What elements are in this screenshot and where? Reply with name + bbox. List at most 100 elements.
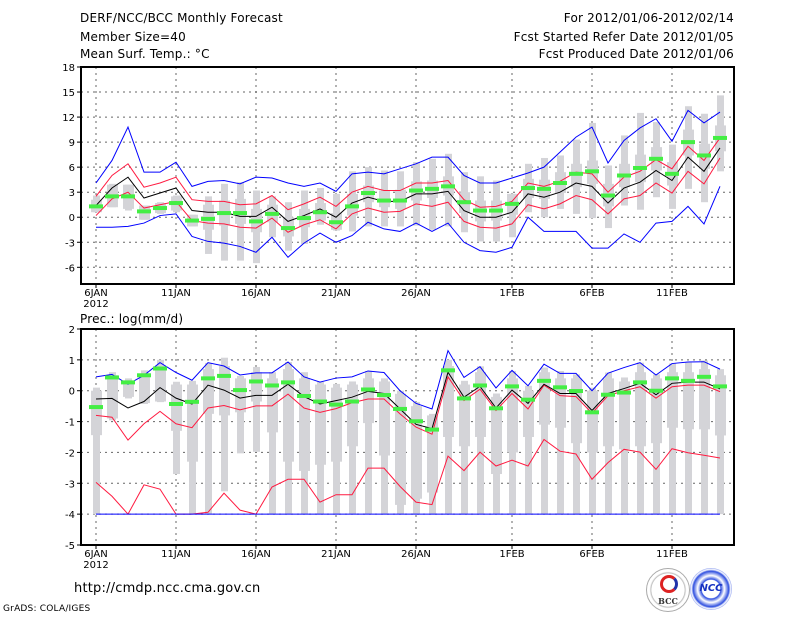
spread-whisker: [573, 374, 580, 515]
observed-marker: [377, 198, 391, 203]
spread-whisker: [349, 381, 356, 515]
observed-marker: [185, 399, 199, 404]
bcc-logo-text: BCC: [658, 596, 678, 606]
bcc-logo: BCC: [646, 568, 690, 612]
spread-box: [283, 369, 294, 462]
spread-whisker: [221, 357, 228, 492]
plot-frame: [80, 328, 735, 546]
spread-whisker: [557, 370, 564, 515]
y-tick-label: -6: [65, 263, 75, 274]
x-tick-label: 26JAN: [401, 549, 431, 560]
observed-marker: [137, 373, 151, 378]
y-tick-label: 0: [69, 387, 75, 398]
series-line-mean: [95, 370, 721, 430]
observed-marker: [441, 184, 455, 189]
y-tick-label: -5: [65, 541, 75, 552]
spread-whisker: [669, 363, 676, 515]
spread-whisker: [701, 360, 708, 515]
spread-box: [603, 378, 614, 447]
observed-marker: [361, 191, 375, 196]
produced-date: Fcst Produced Date 2012/01/06: [538, 47, 734, 61]
ncc-logo: NCC: [690, 568, 732, 610]
spread-whisker: [477, 366, 484, 515]
y-tick-label: 1: [69, 356, 75, 367]
series-line-upper: [95, 375, 721, 441]
spread-whisker: [653, 374, 660, 515]
precipitation-panel: 2 1 0 -1 -2 -3 -4 -5 6JAN 11JAN 16JAN 21JAN 26JAN 1FE…: [65, 325, 735, 571]
y-tick-label: 15: [62, 88, 75, 99]
spread-box: [363, 378, 374, 424]
spread-box: [619, 381, 630, 450]
observed-marker: [169, 401, 183, 406]
observed-marker: [617, 173, 631, 178]
observed-marker: [521, 186, 535, 191]
observed-marker: [601, 193, 615, 198]
y-tick-label: 18: [62, 63, 75, 74]
spread-box: [171, 384, 182, 431]
observed-marker: [121, 380, 135, 385]
observed-marker: [649, 388, 663, 393]
spread-box: [571, 378, 582, 444]
observed-marker: [201, 216, 215, 221]
member-size: Member Size=40: [80, 30, 186, 44]
series-line-mean: [95, 147, 721, 222]
observed-marker: [505, 384, 519, 389]
forecast-period: For 2012/01/06-2012/02/14: [563, 11, 734, 25]
observed-marker: [105, 375, 119, 380]
spread-box: [379, 381, 390, 456]
observed-marker: [265, 211, 279, 216]
observed-marker: [89, 204, 103, 209]
observed-marker: [425, 427, 439, 432]
x-tick-label: 26JAN: [401, 288, 431, 299]
spread-box: [459, 384, 470, 447]
observed-marker: [345, 204, 359, 209]
x-tick-label: 6JAN: [84, 549, 107, 560]
precip-panel-label: Prec.: log(mm/d): [80, 312, 184, 326]
spread-box: [123, 381, 134, 397]
x-tick-label: 1FEB: [499, 549, 524, 560]
spread-whisker: [685, 362, 692, 515]
observed-marker: [553, 385, 567, 390]
observed-marker: [617, 390, 631, 395]
observed-marker: [585, 169, 599, 174]
observed-marker: [569, 171, 583, 176]
y-tick-label: -3: [65, 238, 75, 249]
grads-credit: GrADS: COLA/IGES: [3, 604, 91, 614]
spread-whisker: [461, 380, 468, 515]
observed-marker: [297, 216, 311, 221]
observed-marker: [393, 198, 407, 203]
source-url[interactable]: http://cmdp.ncc.cma.gov.cn: [74, 581, 261, 596]
observed-marker: [521, 397, 535, 402]
observed-marker: [329, 220, 343, 225]
observed-marker: [329, 402, 343, 407]
spread-box: [427, 415, 438, 493]
spread-whisker: [541, 367, 548, 515]
observed-marker: [345, 399, 359, 404]
spread-whisker: [269, 372, 276, 515]
x-tick-label: 21JAN: [321, 549, 351, 560]
observed-marker: [601, 392, 615, 397]
observed-marker: [281, 380, 295, 385]
spread-box: [251, 372, 262, 402]
y-tick-label: -4: [65, 510, 75, 521]
observed-marker: [281, 226, 295, 231]
y-tick-label: 2: [69, 325, 75, 336]
x-tick-label: 6JAN: [84, 288, 107, 299]
observed-marker: [681, 140, 695, 145]
spread-box: [587, 390, 598, 453]
spread-whisker: [253, 366, 260, 452]
spread-box: [347, 384, 358, 447]
x-tick-label: 1FEB: [499, 288, 524, 299]
series-line-lower: [95, 157, 721, 233]
x-tick-label: 21JAN: [321, 288, 351, 299]
observed-marker: [217, 211, 231, 216]
observed-marker: [153, 206, 167, 211]
observed-marker: [313, 399, 327, 404]
observed-marker: [553, 181, 567, 186]
series-line-max: [95, 349, 721, 410]
observed-marker: [265, 383, 279, 388]
spread-box: [667, 372, 678, 428]
spread-box: [411, 406, 422, 499]
observed-marker: [217, 373, 231, 378]
observed-marker: [537, 378, 551, 383]
